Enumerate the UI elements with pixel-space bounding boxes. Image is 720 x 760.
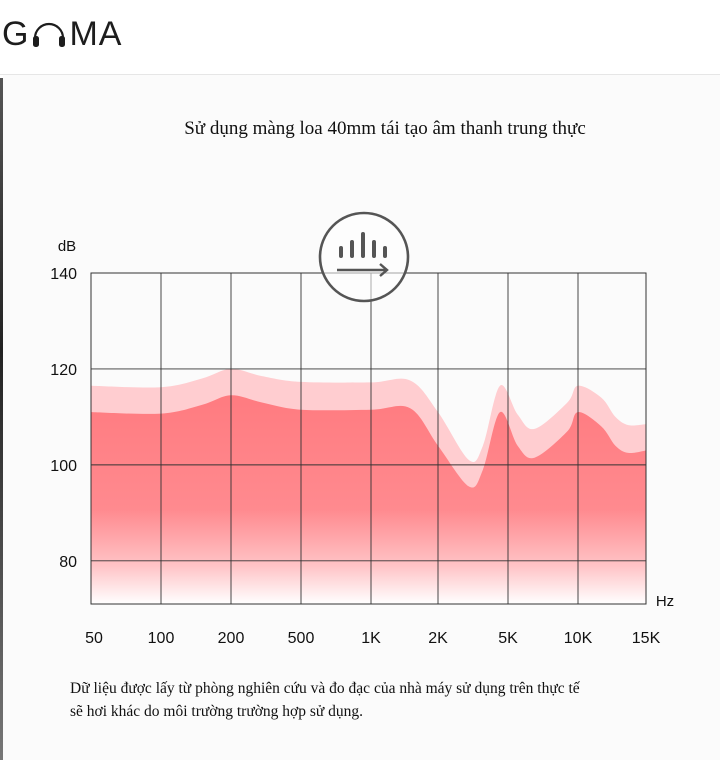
x-tick-label: 2K [428, 630, 448, 647]
brand-logo[interactable]: G MA [2, 14, 122, 54]
y-tick-label: 140 [50, 266, 77, 283]
equalizer-icon [318, 211, 410, 303]
headphones-icon [33, 22, 66, 47]
top-bar-divider [0, 74, 720, 75]
logo-text-left: G [2, 15, 30, 53]
left-edge-shadow [0, 78, 3, 760]
page-title: Sử dụng màng loa 40mm tái tạo âm thanh t… [184, 118, 586, 139]
disclaimer-line-1: Dữ liệu được lấy từ phòng nghiên cứu và … [70, 680, 580, 697]
x-tick-label: 500 [288, 630, 315, 647]
disclaimer-note: Dữ liệu được lấy từ phòng nghiên cứu và … [70, 677, 710, 723]
x-tick-label: 1K [361, 630, 381, 647]
y-tick-label: 80 [59, 554, 77, 571]
y-axis-label: dB [58, 238, 76, 255]
front-area-series [91, 395, 646, 604]
top-bar [0, 0, 720, 74]
frequency-response-chart: 140 120 100 80 50 100 200 500 1K 2K 5K 10K 15K dB Hz [50, 211, 674, 647]
x-tick-label: 15K [632, 630, 661, 647]
x-tick-label: 5K [498, 630, 518, 647]
x-tick-label: 100 [148, 630, 175, 647]
x-tick-label: 50 [85, 630, 103, 647]
y-tick-label: 100 [50, 458, 77, 475]
y-tick-label: 120 [50, 362, 77, 379]
x-axis-label: Hz [656, 593, 674, 610]
x-tick-label: 10K [564, 630, 593, 647]
x-tick-label: 200 [218, 630, 245, 647]
logo-text-right: MA [69, 15, 123, 53]
disclaimer-line-2: sẽ hơi khác do môi trường trường hợp sử … [70, 703, 364, 720]
